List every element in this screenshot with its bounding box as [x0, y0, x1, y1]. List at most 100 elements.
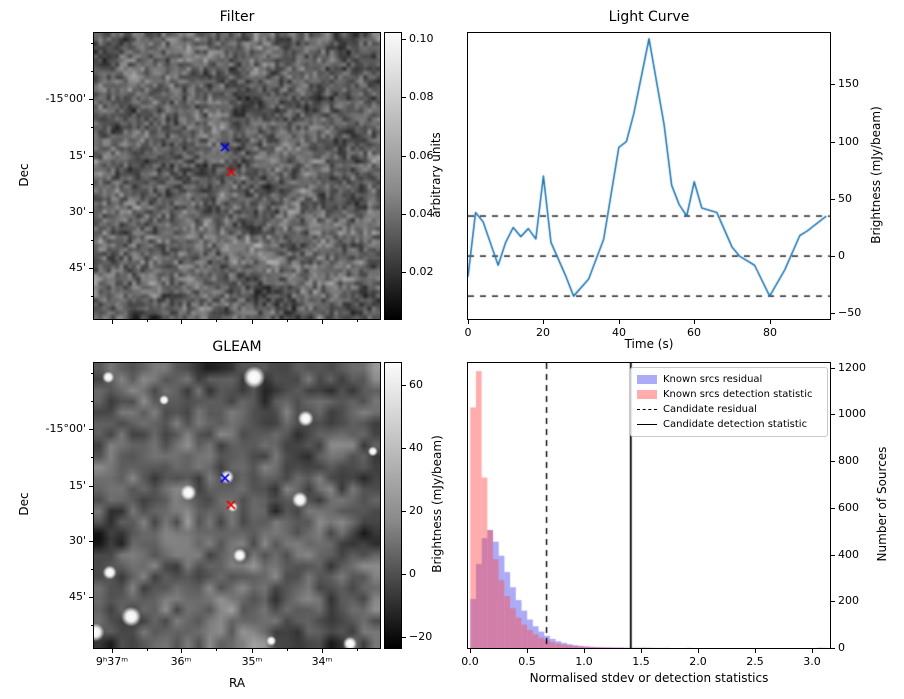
x-tick [252, 320, 253, 324]
legend-patch-swatch [637, 375, 657, 384]
x-tick-label: 80 [763, 326, 777, 339]
colorbar-tick [402, 385, 406, 386]
x-minor-tick [216, 649, 217, 651]
y-tick-label: 50 [838, 192, 852, 205]
y-tick [831, 648, 835, 649]
colorbar-tick [402, 156, 406, 157]
y-tick-label: 400 [838, 548, 859, 561]
legend-item-label: Known srcs residual [663, 374, 763, 385]
colorbar-tick-label: 40 [409, 441, 423, 454]
y-minor-tick [91, 569, 93, 570]
x-tick-label: 1.0 [575, 655, 593, 668]
legend-item: Candidate detection statistic [637, 417, 821, 432]
y-minor-tick [91, 296, 93, 297]
y-tick-label: 15' [68, 479, 86, 492]
y-minor-tick [91, 373, 93, 374]
y-tick-label: 30' [68, 534, 86, 547]
y-tick [831, 313, 835, 314]
y-tick-label: -15°00' [45, 422, 87, 435]
x-tick-label: 3.0 [803, 655, 821, 668]
colorbar-tick-label: 0.02 [409, 265, 434, 278]
colorbar-tick [402, 511, 406, 512]
y-tick-label: 45' [68, 590, 86, 603]
legend-solid-swatch [637, 424, 657, 425]
legend-item-label: Candidate residual [663, 404, 757, 415]
y-minor-tick [91, 127, 93, 128]
y-tick [89, 541, 93, 542]
y-tick-label: 0 [838, 641, 845, 654]
colorbar-tick-label: 0.06 [409, 149, 434, 162]
y-tick-label: −50 [838, 306, 862, 319]
y-tick [89, 268, 93, 269]
y-tick [89, 429, 93, 430]
colorbar-tick-label: 60 [409, 378, 423, 391]
x-tick [470, 649, 471, 653]
legend-item: Candidate residual [637, 402, 821, 417]
legend-item: Known srcs detection statistic [637, 387, 821, 402]
colorbar-tick [402, 272, 406, 273]
x-tick [641, 649, 642, 653]
x-tick [755, 649, 756, 653]
light-curve-canvas [468, 33, 830, 319]
y-tick [831, 461, 835, 462]
histogram-legend: Known srcs residual Known srcs detection … [630, 367, 828, 437]
y-minor-tick [91, 184, 93, 185]
x-tick [584, 649, 585, 653]
x-tick [770, 320, 771, 324]
filter-colorbar [384, 32, 402, 320]
gleam-colorbar-label: Brightness (mJy/beam) [430, 435, 444, 573]
colorbar-tick [402, 637, 406, 638]
y-tick [89, 486, 93, 487]
x-tick [812, 649, 813, 653]
x-tick [112, 320, 113, 324]
x-minor-tick [216, 320, 217, 322]
colorbar-tick-label: −20 [409, 630, 433, 643]
x-tick-label: 0.0 [461, 655, 479, 668]
x-tick-label: 1.5 [632, 655, 650, 668]
y-tick-label: 30' [68, 205, 86, 218]
light-curve-panel [467, 32, 831, 320]
y-minor-tick [91, 71, 93, 72]
x-tick [619, 320, 620, 324]
filter-panel [93, 32, 381, 320]
light-curve-title: Light Curve [608, 9, 690, 25]
x-tick-label: 34ᵐ [311, 655, 333, 668]
y-tick-label: 1200 [838, 361, 866, 374]
x-tick [252, 649, 253, 653]
x-tick [698, 649, 699, 653]
legend-patch-swatch [637, 390, 657, 399]
y-tick [89, 99, 93, 100]
light-curve-x-axis-label: Time (s) [624, 337, 674, 351]
gleam-title: GLEAM [212, 339, 262, 355]
y-tick [89, 156, 93, 157]
histogram-x-axis-label: Normalised stdev or detection statistics [529, 671, 769, 685]
colorbar-tick-label: 20 [409, 504, 423, 517]
colorbar-tick-label: 0.10 [409, 32, 434, 45]
y-tick [831, 256, 835, 257]
x-tick-label: 36ᵐ [170, 655, 192, 668]
y-tick [831, 84, 835, 85]
colorbar-tick [402, 574, 406, 575]
x-tick-label: 9ʰ37ᵐ [95, 655, 129, 668]
colorbar-tick [402, 39, 406, 40]
legend-item-label: Known srcs detection statistic [663, 389, 813, 400]
y-tick-label: 1000 [838, 407, 866, 420]
y-tick [831, 199, 835, 200]
y-tick [89, 597, 93, 598]
y-tick-label: 600 [838, 501, 859, 514]
x-tick-label: 60 [687, 326, 701, 339]
x-minor-tick [147, 649, 148, 651]
x-tick [694, 320, 695, 324]
colorbar-tick [402, 214, 406, 215]
y-tick-label: 150 [838, 77, 859, 90]
y-tick [831, 601, 835, 602]
x-minor-tick [357, 649, 358, 651]
filter-title: Filter [219, 9, 255, 25]
gleam-heatmap-canvas [94, 363, 380, 648]
x-tick [527, 649, 528, 653]
colorbar-tick [402, 448, 406, 449]
y-tick-label: 45' [68, 261, 86, 274]
x-tick [468, 320, 469, 324]
x-tick [181, 320, 182, 324]
y-tick [831, 508, 835, 509]
